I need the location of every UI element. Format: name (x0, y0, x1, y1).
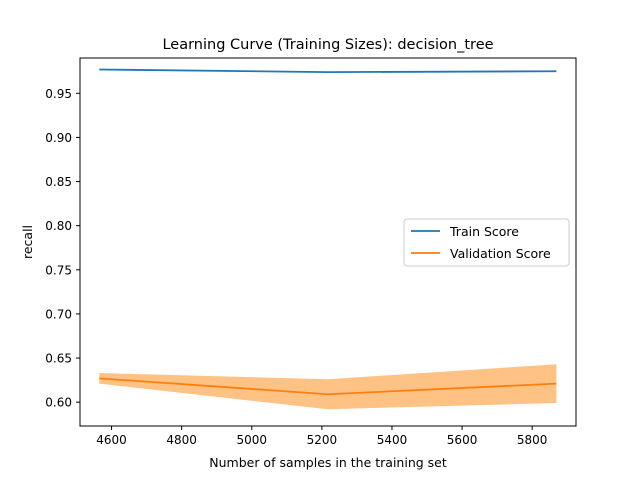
x-tick-label: 5200 (307, 433, 338, 447)
y-tick-label: 0.85 (45, 175, 72, 189)
y-tick-label: 0.60 (45, 396, 72, 410)
legend: Train Score Validation Score (403, 218, 570, 267)
y-tick-label: 0.70 (45, 307, 72, 321)
train-score-line (99, 68, 557, 74)
x-tick-label: 5400 (377, 433, 408, 447)
x-tick-label: 4800 (166, 433, 197, 447)
validation-score-confidence-band (99, 364, 557, 410)
legend-label-train-score: Train Score (449, 224, 519, 239)
x-tick-label: 5800 (517, 433, 548, 447)
legend-label-validation-score: Validation Score (450, 246, 551, 261)
x-tick-label: 4600 (96, 433, 127, 447)
plot-area-frame (79, 57, 577, 427)
x-tick-label: 5000 (236, 433, 267, 447)
y-axis-label: recall (20, 225, 35, 259)
validation-score-line (99, 377, 557, 396)
y-tick-label: 0.90 (45, 131, 72, 145)
x-axis-label: Number of samples in the training set (209, 455, 447, 470)
y-tick-label: 0.80 (45, 219, 72, 233)
legend-box (403, 218, 570, 267)
y-tick-label: 0.75 (45, 263, 72, 277)
x-tick-label: 5600 (447, 433, 478, 447)
chart-title: Learning Curve (Training Sizes): decisio… (162, 37, 493, 53)
y-tick-label: 0.95 (45, 87, 72, 101)
y-tick-label: 0.65 (45, 352, 72, 366)
